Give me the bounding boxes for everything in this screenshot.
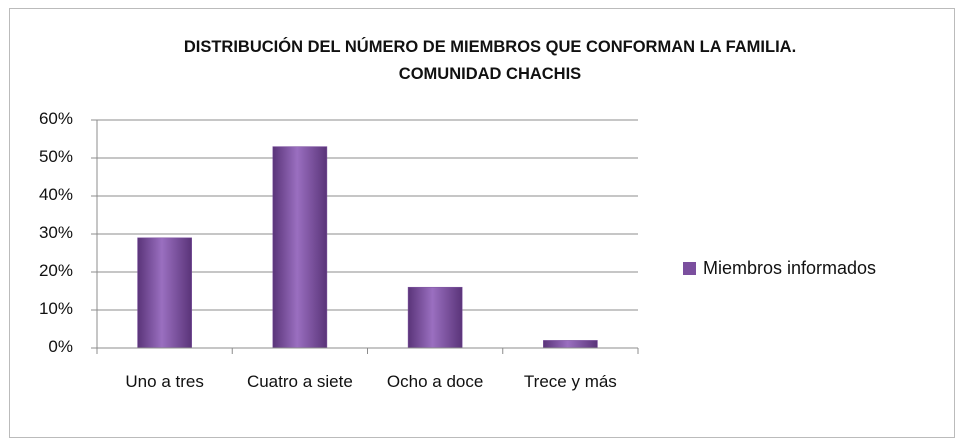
bar [137,237,192,349]
bar [407,286,463,349]
x-tick-label: Trece y más [523,372,617,391]
x-tick-label: Cuatro a siete [246,372,353,391]
y-tick-label: 0% [48,337,73,356]
y-tick-label: 30% [38,223,73,242]
x-tick-label: Uno a tres [125,372,204,391]
y-tick-label: 60% [38,109,73,128]
chart-frame [9,8,955,438]
chart-title: DISTRIBUCIÓN DEL NÚMERO DE MIEMBROS QUE … [183,38,797,83]
legend-label: Miembros informados [703,258,877,278]
y-tick-label: 50% [38,147,73,166]
x-tick-label: Ocho a doce [386,372,484,391]
y-tick-label: 20% [38,261,73,280]
bar [272,146,328,349]
legend-swatch [683,262,696,275]
y-tick-label: 10% [38,299,73,318]
y-tick-label: 40% [38,185,73,204]
bar [543,340,598,349]
